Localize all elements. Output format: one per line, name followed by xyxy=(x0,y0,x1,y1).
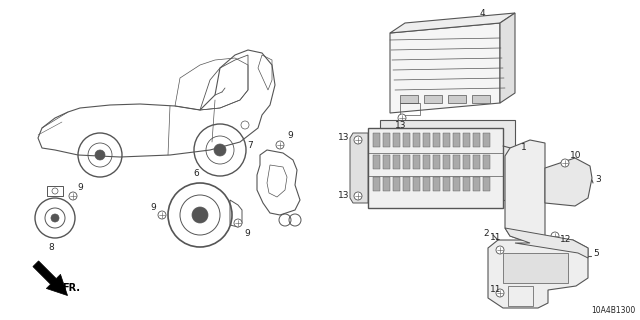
Bar xyxy=(413,133,420,147)
Text: 9: 9 xyxy=(150,203,156,212)
Bar xyxy=(433,133,440,147)
Bar xyxy=(433,177,440,191)
Text: 9: 9 xyxy=(77,183,83,193)
Bar xyxy=(453,177,460,191)
Circle shape xyxy=(496,289,504,297)
Bar xyxy=(423,177,430,191)
Text: 5: 5 xyxy=(593,249,599,258)
Bar xyxy=(473,155,480,169)
Circle shape xyxy=(69,192,77,200)
Text: 11: 11 xyxy=(490,285,502,294)
Circle shape xyxy=(496,246,504,254)
Bar xyxy=(393,155,400,169)
Bar xyxy=(368,128,503,208)
Bar xyxy=(393,133,400,147)
Circle shape xyxy=(354,192,362,200)
Bar xyxy=(483,155,490,169)
Bar xyxy=(443,177,450,191)
Text: 10: 10 xyxy=(570,151,582,161)
Bar xyxy=(403,155,410,169)
Text: 13: 13 xyxy=(395,122,406,131)
Circle shape xyxy=(354,136,362,144)
Bar xyxy=(413,155,420,169)
Circle shape xyxy=(398,114,406,122)
Text: 12: 12 xyxy=(560,236,572,244)
Circle shape xyxy=(95,150,105,160)
Polygon shape xyxy=(505,228,588,258)
Bar xyxy=(424,95,442,103)
Polygon shape xyxy=(390,23,500,113)
Bar xyxy=(423,155,430,169)
Text: FR.: FR. xyxy=(62,283,80,293)
Text: 6: 6 xyxy=(193,169,199,178)
Bar xyxy=(47,186,63,196)
Text: 9: 9 xyxy=(244,228,250,237)
Bar xyxy=(403,133,410,147)
Bar xyxy=(433,155,440,169)
Bar xyxy=(473,133,480,147)
Bar xyxy=(508,286,533,306)
Circle shape xyxy=(561,159,569,167)
Circle shape xyxy=(158,211,166,219)
Bar xyxy=(463,133,470,147)
Bar xyxy=(400,103,420,115)
Bar xyxy=(453,155,460,169)
Bar xyxy=(483,177,490,191)
Bar xyxy=(443,133,450,147)
Bar xyxy=(463,155,470,169)
Bar xyxy=(463,177,470,191)
Bar xyxy=(393,177,400,191)
Bar xyxy=(448,95,466,103)
Circle shape xyxy=(551,232,559,240)
Polygon shape xyxy=(390,13,515,33)
Circle shape xyxy=(51,214,59,222)
Bar xyxy=(413,177,420,191)
Circle shape xyxy=(276,141,284,149)
Polygon shape xyxy=(380,120,515,200)
Polygon shape xyxy=(500,13,515,103)
Circle shape xyxy=(234,219,242,227)
Polygon shape xyxy=(33,261,68,296)
Bar xyxy=(453,133,460,147)
Text: 7: 7 xyxy=(247,140,253,149)
Polygon shape xyxy=(545,158,592,206)
Text: 1: 1 xyxy=(521,143,527,153)
Text: 10A4B1300: 10A4B1300 xyxy=(591,306,635,315)
Circle shape xyxy=(214,144,226,156)
Text: 3: 3 xyxy=(595,175,601,185)
Bar xyxy=(383,177,390,191)
Text: 9: 9 xyxy=(287,131,292,140)
Polygon shape xyxy=(505,140,545,243)
Bar xyxy=(373,133,380,147)
Bar xyxy=(383,155,390,169)
Bar xyxy=(443,155,450,169)
Bar xyxy=(403,177,410,191)
Bar xyxy=(373,177,380,191)
Text: 13: 13 xyxy=(338,133,349,142)
Bar xyxy=(472,95,490,103)
Bar xyxy=(483,133,490,147)
Circle shape xyxy=(192,207,208,223)
Text: 11: 11 xyxy=(490,234,502,243)
Polygon shape xyxy=(488,240,588,308)
Bar xyxy=(400,95,418,103)
Text: 8: 8 xyxy=(48,244,54,252)
Bar xyxy=(423,133,430,147)
Text: 13: 13 xyxy=(338,191,349,201)
Bar xyxy=(373,155,380,169)
Bar xyxy=(383,133,390,147)
Polygon shape xyxy=(350,133,368,203)
Text: 4: 4 xyxy=(480,9,486,18)
Bar xyxy=(473,177,480,191)
Text: 2: 2 xyxy=(483,228,488,237)
Bar xyxy=(503,253,568,283)
